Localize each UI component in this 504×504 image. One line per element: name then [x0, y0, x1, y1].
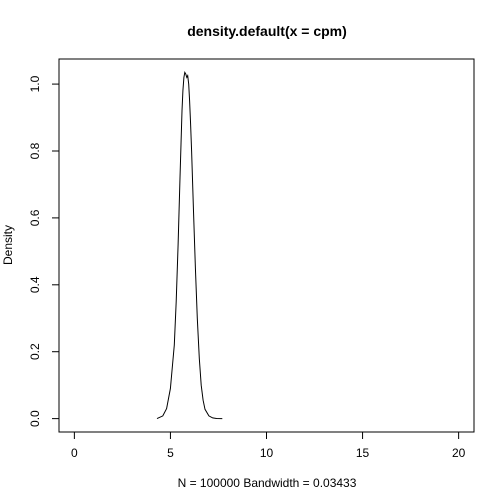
y-axis: 0.0 0.2 0.4 0.6 0.8 1.0 [28, 75, 60, 427]
x-tick-label: 5 [167, 446, 174, 460]
y-tick-label: 0.8 [28, 142, 42, 159]
x-tick-label: 0 [71, 446, 78, 460]
x-tick-label: 10 [260, 446, 274, 460]
y-tick-label: 1.0 [28, 75, 42, 92]
y-axis-label: Density [1, 225, 15, 265]
x-tick-label: 15 [356, 446, 370, 460]
density-line [156, 70, 223, 420]
plot-frame [58, 58, 475, 433]
y-tick-label: 0.4 [28, 276, 42, 293]
x-axis-label: N = 100000 Bandwidth = 0.03433 [178, 476, 357, 490]
y-tick-label: 0.2 [28, 343, 42, 360]
chart-title: density.default(x = cpm) [187, 23, 347, 39]
density-series [156, 70, 223, 420]
x-axis: 0 5 10 15 20 [71, 431, 466, 460]
y-tick-label: 0.0 [28, 410, 42, 427]
y-tick-label: 0.6 [28, 209, 42, 226]
x-tick-label: 20 [452, 446, 466, 460]
